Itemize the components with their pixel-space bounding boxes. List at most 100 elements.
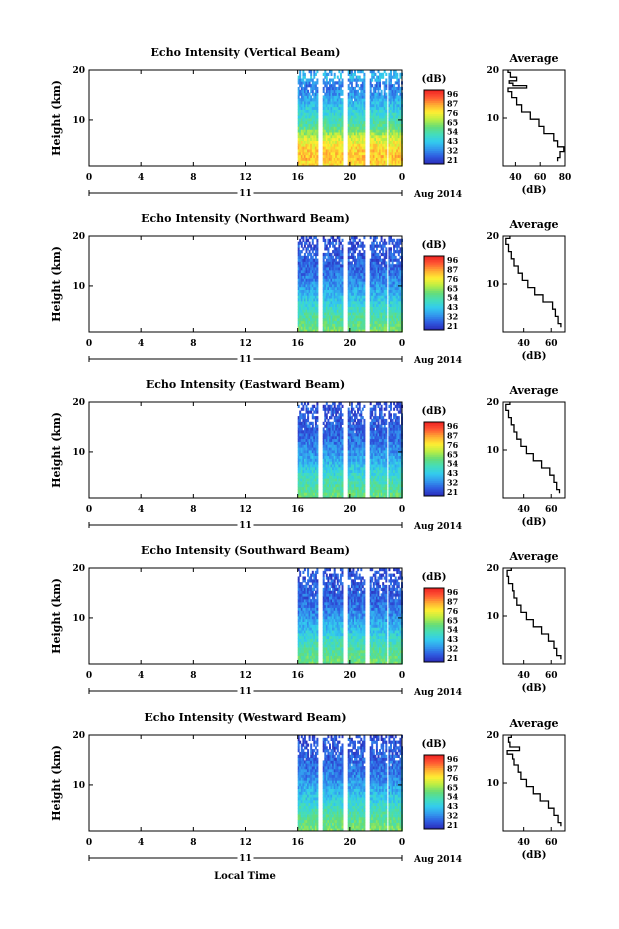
heatmap-cell [333,461,336,465]
heatmap-cell [300,292,303,296]
heatmap-cell [338,464,341,468]
heatmap-cell [311,132,314,136]
heatmap-cell [393,89,396,93]
heatmap-cell [394,109,397,113]
heatmap-cell [357,157,360,161]
heatmap-cell [357,115,360,119]
heatmap-cell [330,89,333,93]
heatmap-cell [383,70,386,74]
heatmap-cell [308,157,311,161]
heatmap-cell [397,315,400,319]
heatmap-cell [316,489,319,493]
heatmap-cell [339,452,342,456]
heatmap-cell [360,103,363,108]
heatmap-cell [350,458,353,462]
heatmap-cell [371,115,374,119]
heatmap-cell [333,435,336,440]
heatmap-cell [394,72,397,76]
heatmap-cell [303,320,306,324]
heatmap-cell [324,244,327,248]
heatmap-cell [325,95,328,99]
heatmap-cell [330,469,333,473]
heatmap-cell [305,475,308,479]
heatmap-cell [393,267,396,271]
heatmap-cell [363,112,366,116]
heatmap-cell [361,300,364,305]
heatmap-cell [363,441,366,445]
heatmap-cell [377,137,380,141]
heatmap-cell [379,483,381,488]
heatmap-cell [308,292,311,296]
heatmap-cell [382,472,385,476]
heatmap-cell [372,475,375,479]
heatmap-cell [399,481,402,485]
heatmap-cell [297,143,300,147]
heatmap-cell [390,98,392,102]
heatmap-cell [383,112,386,116]
heatmap-cell [335,81,338,85]
heatmap-cell [314,151,317,156]
heatmap-cell [383,132,386,136]
heatmap-cell [335,286,338,290]
heatmap-cell [383,129,386,133]
heatmap-cell [396,264,399,268]
heatmap-cell [314,489,317,493]
heatmap-cell [308,315,311,319]
heatmap-cell [336,469,339,473]
heatmap-cell [396,483,399,488]
heatmap-cell [327,123,330,127]
heatmap-cell [302,464,305,468]
heatmap-cell [307,492,310,496]
heatmap-cell [299,112,302,116]
heatmap-cell [347,70,350,74]
heatmap-cell [388,320,391,324]
heatmap-cell [324,106,327,110]
heatmap-cell [313,109,316,113]
heatmap-cell [355,132,358,136]
heatmap-cell [307,247,310,251]
heatmap-cell [377,455,380,459]
heatmap-cell [379,441,381,445]
heatmap-cell [316,129,319,133]
heatmap-cell [339,323,342,327]
heatmap-cell [339,466,342,471]
heatmap-cell [350,441,353,445]
heatmap-cell [361,84,364,88]
heatmap-cell [299,120,302,124]
heatmap-cell [350,89,353,93]
heatmap-cell [350,309,353,313]
heatmap-cell [322,481,325,485]
panel-1: Echo Intensity (Vertical Beam)2010Height… [50,46,571,200]
heatmap-cell [322,329,325,333]
heatmap-cell [374,146,377,150]
heatmap-cell [363,72,366,76]
heatmap-cell [380,320,383,324]
heatmap-cell [316,238,319,242]
heatmap-cell [307,489,310,493]
heatmap-cell [303,118,306,122]
heatmap-cell [354,278,356,282]
heatmap-cell [391,489,394,493]
heatmap-cell [393,483,396,488]
heatmap-cell [330,295,333,299]
heatmap-cell [385,435,388,440]
heatmap-cell [379,438,381,442]
heatmap-cell [325,295,328,299]
heatmap-cell [302,98,305,102]
heatmap-cell [399,109,402,113]
heatmap-cell [332,309,335,313]
heatmap-cell [316,306,319,310]
heatmap-cell [374,284,377,288]
heatmap-cell [382,475,385,479]
heatmap-cell [377,98,380,102]
heatmap-cell [305,320,308,324]
heatmap-cell [300,109,303,113]
heatmap-cell [391,435,394,440]
heatmap-cell [332,323,335,327]
heatmap-cell [394,483,397,488]
heatmap-cell [300,258,303,262]
heatmap-cell [393,450,396,454]
heatmap-cell [375,298,378,302]
heatmap-cell [339,160,342,164]
heatmap-cell [310,98,313,102]
